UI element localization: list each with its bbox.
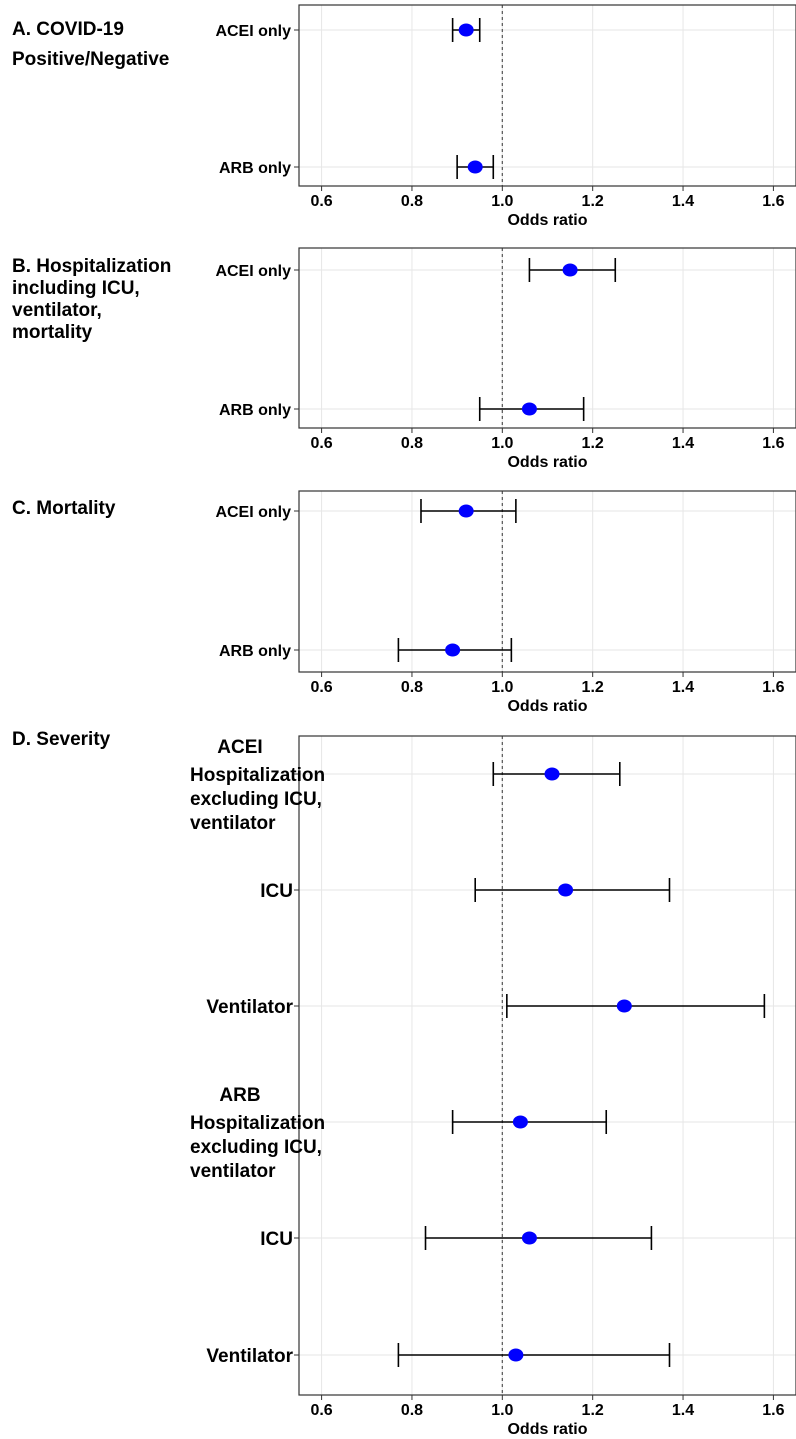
x-tick-label: 1.2	[582, 435, 604, 452]
x-tick-label: 1.0	[491, 679, 513, 696]
x-tick-label: 1.4	[672, 193, 694, 210]
x-tick-label: 0.6	[310, 679, 332, 696]
row-label: ACEI	[217, 737, 262, 758]
point-estimate	[616, 999, 632, 1013]
x-tick-label: 1.2	[582, 1402, 604, 1419]
point-estimate	[544, 767, 560, 781]
x-tick-label: 1.6	[762, 679, 784, 696]
x-tick-label: 1.2	[582, 679, 604, 696]
x-tick-label: 0.6	[310, 435, 332, 452]
row-label: ACEI only	[215, 23, 291, 40]
panel-title: ventilator,	[12, 300, 102, 321]
row-label: ACEI only	[215, 263, 291, 280]
x-tick-label: 1.0	[491, 1402, 513, 1419]
plot-border	[298, 247, 796, 429]
panel-title: A. COVID-19	[12, 19, 124, 40]
row-label: ARB only	[219, 402, 291, 419]
row-label: ICU	[260, 881, 293, 902]
x-tick-label: 1.6	[762, 193, 784, 210]
x-tick-label: 1.6	[762, 1402, 784, 1419]
row-label: ventilator	[190, 813, 276, 834]
point-estimate	[467, 160, 483, 174]
point-estimate	[508, 1348, 524, 1362]
x-tick-label: 1.4	[672, 679, 694, 696]
row-label: ARB	[219, 1085, 260, 1106]
panel-title: Positive/Negative	[12, 49, 169, 70]
panel-b: 0.6 0.8 1.0 1.2 1.4 1.6 Odds ratio B. Hospitali…	[12, 247, 796, 471]
x-tick-label: 0.8	[401, 1402, 423, 1419]
panel-title: D. Severity	[12, 729, 111, 750]
plot-border	[298, 4, 796, 187]
panel-c: 0.6 0.8 1.0 1.2 1.4 1.6 Odds ratio C. Mortality…	[12, 490, 796, 715]
x-tick-label: 1.4	[672, 435, 694, 452]
point-estimate	[562, 263, 578, 277]
plot-border	[298, 735, 796, 1396]
row-label: ACEI only	[215, 504, 291, 521]
point-estimate	[458, 23, 474, 37]
x-axis-title: Odds ratio	[507, 454, 587, 471]
row-label: excluding ICU,	[190, 789, 322, 810]
row-label: Ventilator	[206, 997, 293, 1018]
panel-title: C. Mortality	[12, 498, 116, 519]
x-tick-label: 0.6	[310, 1402, 332, 1419]
point-estimate	[558, 883, 574, 897]
x-axis-title: Odds ratio	[507, 698, 587, 715]
point-estimate	[521, 402, 537, 416]
x-tick-label: 0.8	[401, 435, 423, 452]
point-estimate	[458, 504, 474, 518]
panel-title: B. Hospitalization	[12, 256, 171, 277]
row-label: Ventilator	[206, 1346, 293, 1367]
panel-d: 0.6 0.8 1.0 1.2 1.4 1.6 Odds ratio D. Severity A…	[12, 729, 796, 1438]
x-axis-title: Odds ratio	[507, 1421, 587, 1438]
row-label: ARB only	[219, 643, 291, 660]
point-estimate	[445, 643, 461, 657]
row-label: ICU	[260, 1229, 293, 1250]
x-tick-label: 0.8	[401, 679, 423, 696]
x-tick-label: 0.6	[310, 193, 332, 210]
x-tick-label: 1.0	[491, 435, 513, 452]
row-label: Hospitalization	[190, 765, 325, 786]
panel-title: including ICU,	[12, 278, 140, 299]
x-axis-title: Odds ratio	[507, 212, 587, 229]
x-tick-label: 1.4	[672, 1402, 694, 1419]
row-label: Hospitalization	[190, 1113, 325, 1134]
x-tick-label: 1.0	[491, 193, 513, 210]
point-estimate	[521, 1231, 537, 1245]
row-label: excluding ICU,	[190, 1137, 322, 1158]
row-label: ventilator	[190, 1161, 276, 1182]
x-tick-label: 1.2	[582, 193, 604, 210]
x-tick-label: 0.8	[401, 193, 423, 210]
x-tick-label: 1.6	[762, 435, 784, 452]
plot-border	[298, 490, 796, 673]
panel-a: 0.6 0.8 1.0 1.2 1.4 1.6 Odds ratio A. COVID-19 P…	[12, 4, 796, 229]
point-estimate	[512, 1115, 528, 1129]
panel-title: mortality	[12, 322, 93, 343]
row-label: ARB only	[219, 160, 291, 177]
